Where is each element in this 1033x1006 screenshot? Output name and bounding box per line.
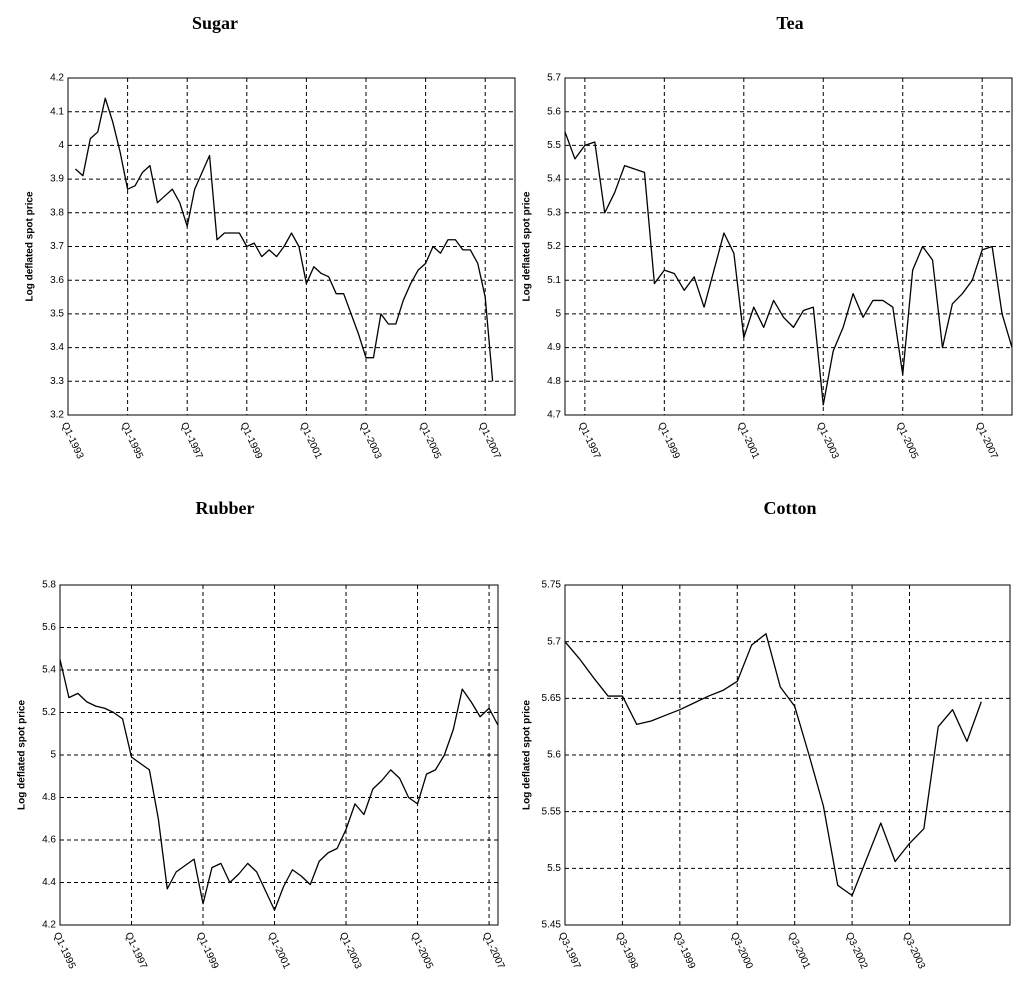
x-tick-label: Q1-2005 [894, 421, 921, 461]
x-tick-label: Q3-2000 [728, 931, 755, 971]
x-tick-label: Q1-2001 [265, 931, 292, 971]
subplot-title: Rubber [195, 498, 254, 518]
x-tick-label: Q1-2007 [476, 421, 503, 461]
x-tick-label: Q1-2001 [297, 421, 324, 461]
y-axis-label: Log deflated spot price [25, 191, 36, 301]
subplot: Rubber Log deflated spot price 4.2 4.4 4.6 4.… [17, 498, 507, 971]
plot-frame [67, 77, 516, 416]
y-tick-label: 4.1 [50, 106, 64, 117]
x-tick-label: Q3-2002 [843, 931, 870, 971]
x-tick-label: Q1-1993 [59, 421, 86, 461]
x-tick-label: Q1-1997 [178, 421, 205, 461]
x-tick-label: Q3-2003 [900, 931, 927, 971]
y-tick-label: 5 [50, 750, 56, 761]
y-tick-label: 3.8 [50, 207, 64, 218]
y-tick-label: 4.4 [42, 877, 56, 888]
y-tick-label: 3.6 [50, 275, 64, 286]
x-tick-label: Q1-2005 [416, 421, 443, 461]
y-tick-label: 5.6 [547, 106, 561, 117]
x-tick-label: Q3-1999 [671, 931, 698, 971]
y-tick-label: 4.9 [547, 342, 561, 353]
y-tick-label: 5.2 [42, 707, 56, 718]
y-tick-label: 5.7 [547, 636, 561, 647]
y-tick-label: 5.55 [542, 806, 562, 817]
y-tick-label: 5.6 [547, 750, 561, 761]
y-tick-label: 4.2 [50, 73, 64, 84]
y-tick-label: 4 [58, 140, 64, 151]
y-tick-label: 3.9 [50, 174, 64, 185]
y-tick-label: 5.65 [542, 693, 562, 704]
x-tick-label: Q1-1995 [118, 421, 145, 461]
y-tick-label: 5.5 [547, 140, 561, 151]
y-tick-label: 5.45 [542, 920, 562, 931]
x-tick-label: Q3-1997 [556, 931, 583, 971]
y-tick-label: 5.6 [42, 622, 56, 633]
subplot: Sugar Log deflated spot price 3.2 3.3 3.4 3.5… [25, 13, 516, 461]
x-tick-label: Q1-1999 [655, 421, 682, 461]
x-tick-label: Q1-2003 [337, 931, 364, 971]
y-tick-label: 5.5 [547, 863, 561, 874]
y-tick-label: 5.4 [547, 174, 561, 185]
x-tick-label: Q3-2001 [786, 931, 813, 971]
x-tick-label: Q1-2001 [735, 421, 762, 461]
x-tick-label: Q1-2007 [480, 931, 507, 971]
x-tick-label: Q3-1998 [613, 931, 640, 971]
y-tick-label: 4.8 [42, 792, 56, 803]
y-tick-label: 4.8 [547, 376, 561, 387]
y-tick-label: 5.3 [547, 207, 561, 218]
x-tick-label: Q1-1999 [238, 421, 265, 461]
data-line [59, 659, 499, 911]
y-axis-label: Log deflated spot price [522, 191, 533, 301]
y-tick-label: 4.2 [42, 920, 56, 931]
x-tick-label: Q1-1997 [122, 931, 149, 971]
data-line [564, 131, 1013, 406]
subplot-title: Cotton [764, 498, 817, 518]
y-tick-label: 3.2 [50, 410, 64, 421]
y-tick-label: 5 [555, 309, 561, 320]
y-tick-label: 5.4 [42, 665, 56, 676]
x-tick-label: Q1-2003 [357, 421, 384, 461]
x-tick-label: Q1-1997 [576, 421, 603, 461]
plot-frame [564, 77, 1013, 416]
data-line [564, 633, 982, 897]
y-tick-label: 5.75 [542, 580, 562, 591]
subplot-title: Tea [776, 13, 803, 33]
y-axis-label: Log deflated spot price [522, 700, 533, 810]
y-tick-label: 3.4 [50, 342, 64, 353]
x-tick-label: Q1-2007 [973, 421, 1000, 461]
subplot-title: Sugar [192, 13, 238, 33]
x-tick-label: Q1-2003 [814, 421, 841, 461]
y-tick-label: 5.2 [547, 241, 561, 252]
plot-frame [59, 584, 499, 926]
x-tick-label: Q1-1999 [194, 931, 221, 971]
y-tick-label: 4.6 [42, 835, 56, 846]
y-tick-label: 5.8 [42, 580, 56, 591]
y-axis-label: Log deflated spot price [17, 700, 28, 810]
y-tick-label: 5.7 [547, 73, 561, 84]
x-tick-label: Q1-1995 [51, 931, 78, 971]
y-tick-label: 4.7 [547, 410, 561, 421]
plot-frame [564, 584, 1011, 926]
y-tick-label: 3.5 [50, 309, 64, 320]
y-tick-label: 5.1 [547, 275, 561, 286]
subplot: Tea Log deflated spot price 4.7 4.8 4.9 5 5.1 5… [522, 13, 1013, 461]
y-tick-label: 3.7 [50, 241, 64, 252]
x-tick-label: Q1-2005 [408, 931, 435, 971]
subplot: Cotton Log deflated spot price 5.45 5.5 5.55… [522, 498, 1011, 971]
data-line [75, 97, 494, 382]
y-tick-label: 3.3 [50, 376, 64, 387]
